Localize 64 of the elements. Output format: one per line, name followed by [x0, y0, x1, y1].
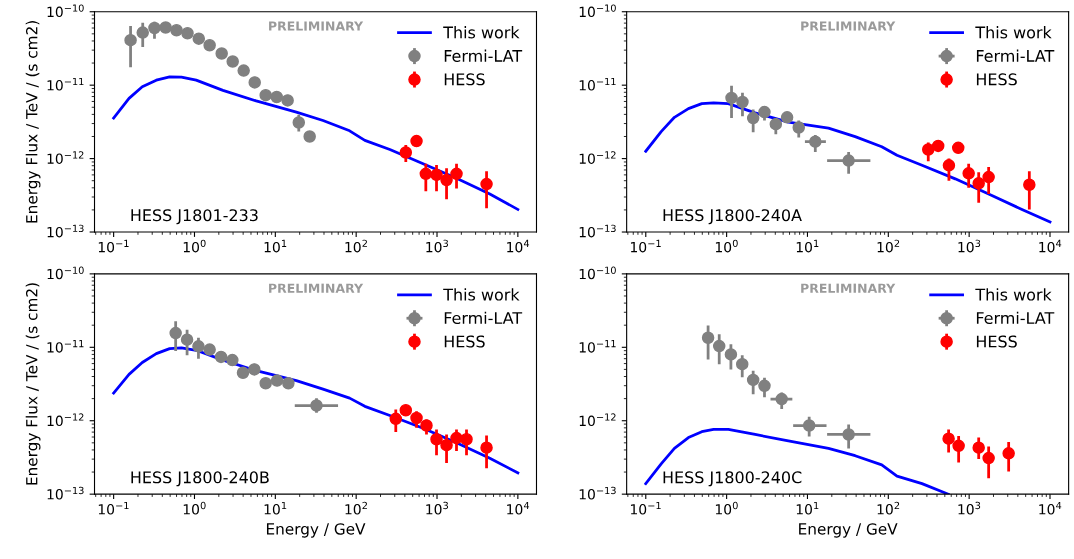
x-tick-label: 10$^{2}$ [877, 239, 900, 253]
x-tick-label: 10$^{4}$ [1039, 239, 1062, 253]
legend-label: HESS [444, 73, 485, 86]
y-axis-title: Energy Flux / TeV / (s cm2) [25, 21, 41, 223]
x-tick-label: 10$^{4}$ [507, 239, 530, 253]
legend-label: Fermi-LAT [444, 311, 523, 325]
annotation: HESS J1800-240B [131, 471, 269, 487]
x-tick-label: 10$^{−1}$ [98, 501, 129, 515]
x-tick-label: 10$^{−1}$ [630, 501, 661, 515]
legend-label: HESS [444, 335, 485, 348]
x-tick-label: 10$^{4}$ [1039, 501, 1062, 515]
y-tick-label: 10$^{−13}$ [47, 486, 84, 500]
x-axis-title: Energy / GeV [799, 523, 898, 538]
legend-label: This work [975, 26, 1052, 39]
x-tick-label: 10$^{2}$ [877, 501, 900, 515]
annotation: PRELIMINARY [269, 21, 364, 31]
legend-label: This work [443, 26, 520, 39]
y-tick-label: 10$^{−10}$ [579, 266, 616, 280]
x-tick-label: 10$^{0}$ [183, 239, 206, 253]
x-tick-label: 10$^{0}$ [715, 501, 738, 515]
annotation: HESS J1800-240C [663, 471, 802, 487]
x-tick-label: 10$^{1}$ [796, 239, 819, 253]
legend-label: HESS [976, 73, 1017, 86]
annotation: HESS J1800-240A [663, 209, 802, 225]
y-tick-label: 10$^{−12}$ [47, 413, 84, 427]
y-tick-label: 10$^{−10}$ [47, 4, 84, 18]
x-tick-label: 10$^{0}$ [715, 239, 738, 253]
x-tick-label: 10$^{3}$ [958, 501, 981, 515]
legend-label: This work [443, 288, 520, 301]
x-tick-label: 10$^{1}$ [796, 501, 819, 515]
y-tick-label: 10$^{−11}$ [579, 77, 616, 91]
y-tick-label: 10$^{−10}$ [47, 266, 84, 280]
y-tick-label: 10$^{−12}$ [579, 413, 616, 427]
annotation: PRELIMINARY [801, 283, 896, 293]
y-tick-label: 10$^{−11}$ [47, 77, 84, 91]
y-tick-label: 10$^{−12}$ [47, 151, 84, 164]
y-tick-label: 10$^{−11}$ [579, 340, 616, 353]
annotation: PRELIMINARY [801, 21, 896, 31]
legend-label: This work [975, 288, 1052, 301]
y-tick-label: 10$^{−10}$ [579, 4, 616, 18]
x-tick-label: 10$^{4}$ [507, 501, 530, 515]
y-tick-label: 10$^{−12}$ [579, 151, 616, 164]
y-tick-label: 10$^{−11}$ [47, 340, 84, 353]
x-tick-label: 10$^{1}$ [264, 239, 287, 253]
x-axis-title: Energy / GeV [266, 523, 366, 538]
legend-label: Fermi-LAT [444, 49, 523, 62]
legend-label: Fermi-LAT [976, 311, 1055, 325]
x-tick-label: 10$^{3}$ [426, 501, 448, 515]
x-tick-label: 10$^{−1}$ [630, 239, 661, 253]
annotation: PRELIMINARY [269, 283, 364, 293]
x-tick-label: 10$^{1}$ [264, 501, 287, 515]
x-tick-label: 10$^{2}$ [345, 239, 367, 253]
annotation: HESS J1801-233 [131, 209, 258, 225]
y-tick-label: 10$^{−13}$ [47, 224, 84, 238]
y-tick-label: 10$^{−13}$ [579, 486, 616, 500]
y-axis-title: Energy Flux / TeV / (s cm2) [25, 283, 41, 485]
x-tick-label: 10$^{3}$ [426, 239, 448, 253]
y-tick-label: 10$^{−13}$ [579, 224, 616, 238]
legend-label: HESS [976, 335, 1017, 348]
legend-label: Fermi-LAT [976, 49, 1055, 62]
x-tick-label: 10$^{−1}$ [98, 239, 129, 253]
x-tick-label: 10$^{0}$ [183, 501, 206, 515]
x-tick-label: 10$^{3}$ [958, 239, 981, 253]
x-tick-label: 10$^{2}$ [345, 501, 367, 515]
